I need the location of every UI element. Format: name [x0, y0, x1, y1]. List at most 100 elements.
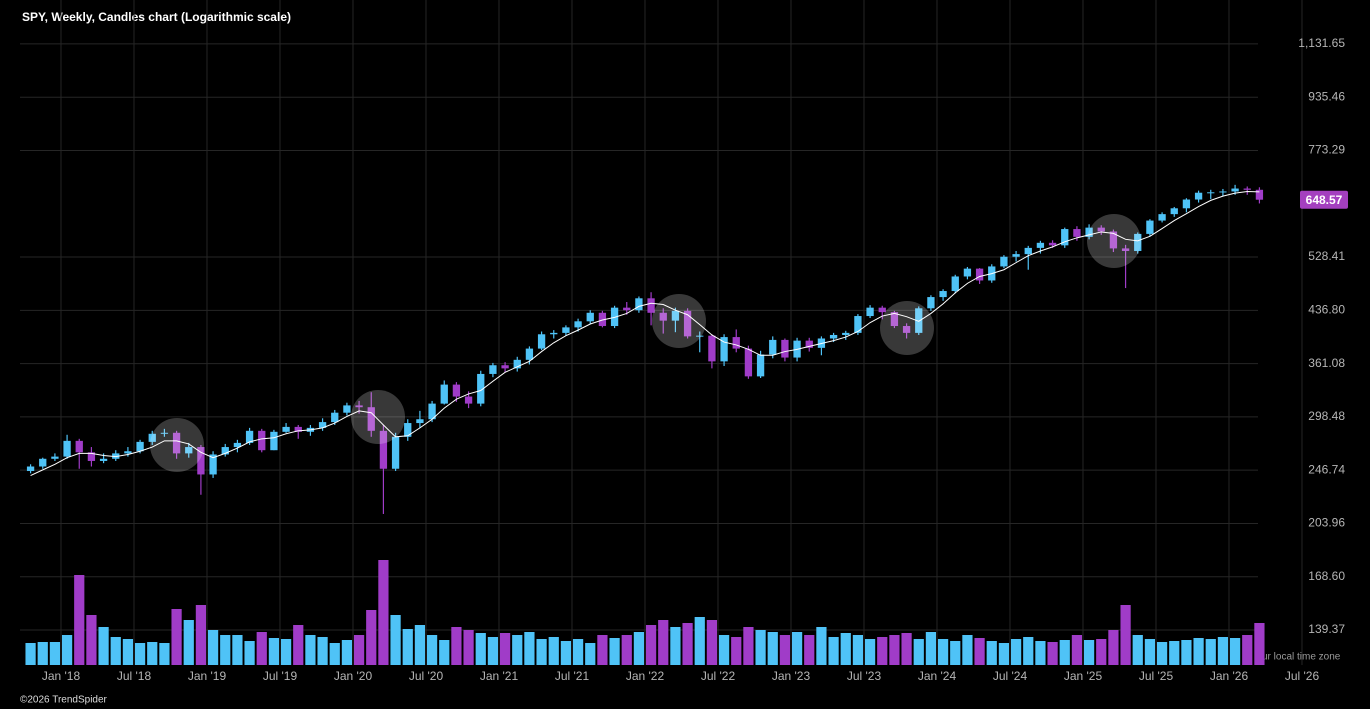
volume-bar: [524, 632, 535, 665]
candle-body: [209, 454, 217, 475]
volume-bar: [864, 639, 876, 665]
candle-body: [258, 430, 266, 451]
candle-body: [854, 316, 862, 333]
volume-bar: [25, 643, 36, 665]
candle-body: [63, 440, 71, 457]
volume-bar: [256, 632, 267, 665]
volume-bar: [220, 635, 231, 665]
x-tick-label: Jan '18: [42, 669, 81, 683]
candle-body: [160, 432, 169, 434]
candle-body: [829, 334, 838, 339]
x-tick-label: Jul '26: [1285, 669, 1320, 683]
y-tick-label: 436.80: [1308, 303, 1345, 317]
volume-bar: [767, 632, 778, 665]
candle-body: [1219, 191, 1227, 193]
volume-bar: [682, 623, 693, 665]
candle-body: [1085, 227, 1093, 237]
volume-bar: [463, 630, 474, 665]
volume-bar: [293, 625, 304, 665]
candle-body: [26, 466, 35, 472]
candle-body: [464, 396, 473, 404]
volume-bar: [207, 630, 219, 665]
candle-body: [1121, 248, 1130, 251]
volume-bar: [134, 643, 146, 665]
chart-title: SPY, Weekly, Candles chart (Logarithmic …: [22, 10, 291, 24]
volume-bar: [633, 632, 645, 665]
highlight-circle: [150, 418, 204, 472]
volume-bar: [621, 635, 632, 665]
candle-body: [708, 335, 716, 362]
candle-body: [1061, 229, 1069, 246]
candle-body: [172, 432, 181, 454]
volume-bar: [1035, 641, 1046, 665]
candle-body: [391, 436, 400, 469]
volume-bar: [670, 627, 681, 665]
candle-body: [185, 447, 193, 454]
candle-body: [927, 297, 935, 309]
candle-body: [744, 348, 753, 377]
candle-body: [732, 337, 740, 349]
candle-body: [39, 458, 47, 467]
volume-bar: [548, 637, 559, 665]
candle-body: [769, 339, 777, 355]
candle-body: [513, 359, 521, 369]
highlight-circle: [880, 301, 934, 355]
candle-body: [623, 307, 631, 311]
volume-bar: [1071, 635, 1083, 665]
candle-body: [659, 312, 667, 321]
candle-body: [1158, 214, 1166, 221]
volume-bar: [439, 640, 450, 665]
y-tick-label: 361.08: [1308, 356, 1345, 370]
candle-body: [562, 327, 570, 333]
volume-bar: [147, 642, 158, 665]
candle-body: [99, 458, 108, 461]
volume-bar: [171, 609, 182, 665]
candle-body: [1182, 199, 1191, 209]
volume-bar: [852, 635, 864, 665]
volume-bar: [1144, 639, 1156, 665]
candle-body: [550, 332, 558, 335]
candle-body: [416, 419, 424, 424]
candle-body: [136, 441, 144, 452]
candle-body: [1048, 242, 1057, 246]
x-tick-label: Jan '20: [334, 669, 373, 683]
volume-bar: [1132, 635, 1143, 665]
volume-bar: [1229, 638, 1241, 665]
volume-bar: [390, 615, 401, 665]
volume-bar: [1096, 639, 1107, 665]
volume-bar: [877, 637, 888, 665]
volume-bar: [402, 629, 413, 665]
volume-bar: [791, 632, 803, 665]
candle-body: [951, 276, 959, 292]
volume-bar: [329, 643, 340, 665]
x-tick-label: Jul '22: [701, 669, 736, 683]
volume-bar: [816, 627, 827, 665]
candle-body: [282, 426, 290, 432]
volume-bar: [122, 639, 134, 665]
candle-body: [1134, 233, 1142, 251]
candle-body: [87, 452, 96, 461]
candle-body: [477, 373, 485, 404]
candle-body: [683, 310, 692, 337]
x-tick-label: Jul '20: [409, 669, 444, 683]
candle-body: [1024, 247, 1032, 255]
volume-bar: [1217, 637, 1229, 665]
candle-body: [598, 312, 607, 327]
candle-body: [1255, 189, 1264, 200]
y-tick-label: 203.96: [1308, 516, 1345, 530]
candle-body: [1146, 220, 1154, 234]
candle-body: [866, 307, 874, 317]
volume-bar: [925, 632, 937, 665]
volume-bar: [560, 641, 572, 665]
candle-body: [355, 405, 363, 408]
candle-body: [233, 442, 242, 448]
volume-bar: [1059, 640, 1070, 665]
candle-body: [902, 326, 911, 333]
volume-bar: [159, 643, 170, 665]
candle-body: [1231, 188, 1239, 192]
volume-bar: [962, 635, 973, 665]
volume-bar: [74, 575, 85, 665]
timezone-note[interactable]: ur local time zone: [1262, 652, 1341, 663]
